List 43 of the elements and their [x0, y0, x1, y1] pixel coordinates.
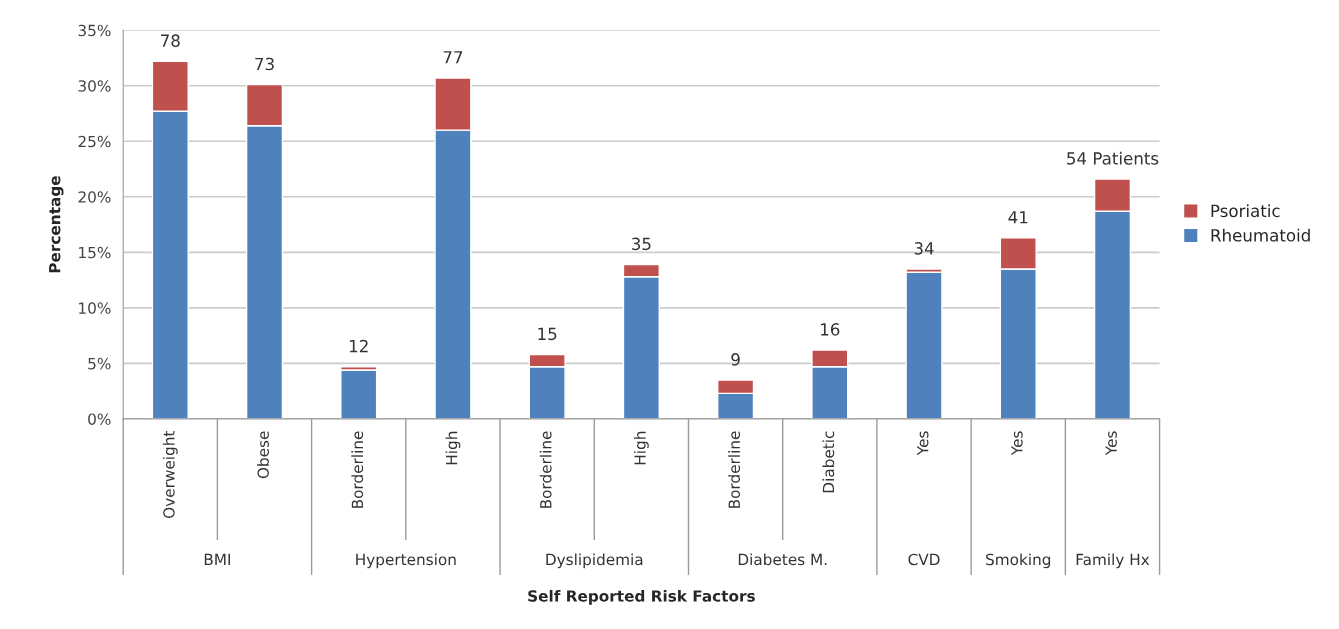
x-tick-label: Borderline [728, 431, 741, 508]
y-tick-label: 5% [88, 357, 111, 370]
text: Dyslipidemia [546, 553, 643, 569]
y-tick-label: 25% [78, 135, 111, 148]
text: Diabetes M. [738, 553, 827, 566]
annotation: 16 [821, 323, 840, 336]
x-tick-label: Diabetic [822, 431, 835, 493]
y-tick-label: 30% [78, 80, 111, 92]
x-tick-label: Yes [917, 431, 929, 456]
text: Smoking [986, 553, 1051, 569]
x-axis-title: Self Reported Risk Factors [528, 589, 755, 605]
x-tick-label: Borderline [351, 431, 364, 508]
text: Family Hx [1076, 553, 1150, 569]
legend-label: Psoriatic [1211, 204, 1280, 218]
text: CVD [908, 553, 940, 566]
y-tick-label: 15% [79, 246, 111, 259]
x-tick-label: High [445, 431, 461, 465]
x-tick-label: Overweight [162, 430, 178, 518]
x-tick-label: Yes [1011, 431, 1023, 456]
y-axis-title: Percentage [49, 176, 64, 273]
annotation: 34 [914, 242, 934, 255]
annotation: 78 [161, 34, 180, 47]
annotation: 15 [538, 327, 557, 341]
legend-label: Rheumatoid [1211, 228, 1310, 242]
annotation: 35 [632, 237, 651, 251]
annotation: 54 Patients [1067, 151, 1159, 165]
x-tick-label: Borderline [539, 431, 552, 508]
annotation: 41 [1008, 211, 1028, 224]
y-tick-label: 20% [78, 191, 111, 203]
x-tick-label: Yes [1105, 431, 1117, 456]
bar [905, 271, 943, 419]
annotation: 73 [255, 57, 274, 71]
y-tick-label: 35% [78, 24, 111, 37]
x-tick-label: High [633, 431, 649, 465]
y-tick-label: 0% [88, 413, 111, 425]
text: BMI [204, 553, 230, 566]
y-tick-label: 10% [79, 302, 111, 314]
annotation: 77 [443, 51, 463, 64]
annotation: 12 [349, 339, 368, 353]
annotation: 9 [731, 353, 740, 366]
text: Hypertension [356, 553, 456, 569]
x-tick-label: Obese [257, 431, 269, 479]
bar [340, 369, 378, 419]
